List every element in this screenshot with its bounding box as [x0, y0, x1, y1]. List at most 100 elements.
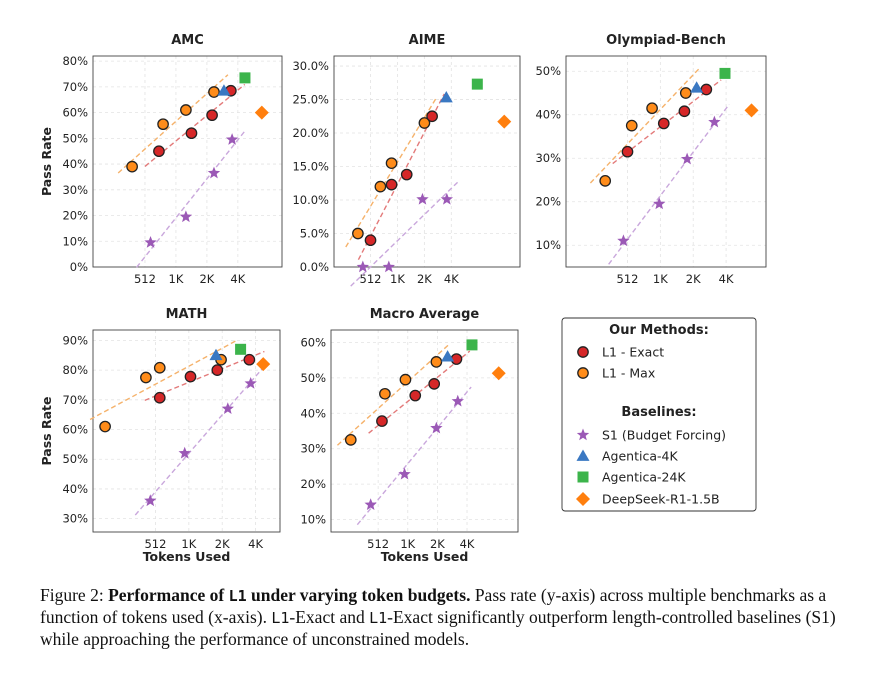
y-tick-label: 30.0% [292, 59, 329, 73]
point-l1-exact [243, 353, 256, 366]
y-tick-label: 50% [300, 371, 326, 385]
y-tick-label: 50% [62, 452, 88, 466]
point-l1-exact [426, 110, 438, 123]
chart-title: AMC [171, 33, 204, 48]
figure-caption: Figure 2: Performance of L1 under varyin… [40, 585, 840, 650]
point-l1-exact [385, 178, 398, 191]
trend-line-s1-budget-forcing [356, 386, 472, 526]
y-tick-label: 70% [62, 80, 88, 94]
point-deepseek-r1-1-5b [497, 114, 512, 129]
y-axis-label: Pass Rate [39, 396, 54, 465]
point-s1-budget-forcing [416, 192, 429, 205]
y-tick-label: 0.0% [300, 260, 329, 274]
caption-title-code: L1 [228, 587, 247, 605]
point-l1-exact [450, 353, 463, 365]
point-agentica-24k [239, 72, 251, 84]
point-deepseek-r1-1-5b [744, 103, 759, 118]
point-l1-max [399, 373, 412, 386]
y-tick-label: 70% [62, 393, 88, 407]
trend-line-s1-budget-forcing [608, 103, 730, 265]
legend-label-deepseek-r1-1-5b: DeepSeek-R1-1.5B [602, 492, 720, 507]
y-tick-label: 30% [535, 151, 561, 165]
x-tick-label: 4K [460, 537, 475, 551]
point-s1-budget-forcing [225, 133, 239, 145]
point-l1-max [157, 118, 169, 131]
x-tick-label: 512 [360, 272, 382, 286]
legend-our-methods-title: Our Methods: [609, 323, 709, 338]
y-tick-label: 60% [300, 335, 326, 349]
y-tick-label: 60% [62, 106, 88, 120]
x-tick-label: 1K [653, 272, 668, 286]
point-l1-max [208, 86, 220, 98]
point-s1-budget-forcing [364, 498, 377, 510]
legend-box [561, 317, 757, 512]
point-l1-max [140, 371, 152, 384]
point-l1-max [153, 361, 166, 374]
caption-code-1: L1 [271, 609, 290, 627]
point-l1-max [625, 119, 638, 132]
caption-text-3: -Exact significantly outperform length-c… [40, 607, 836, 649]
caption-title-pre: Performance of [108, 585, 229, 605]
point-l1-exact [657, 117, 670, 130]
chart-title: AIME [409, 33, 446, 48]
point-deepseek-r1-1-5b [491, 366, 506, 381]
point-s1-budget-forcing [178, 446, 191, 459]
legend-label-agentica-24k: Agentica-24K [602, 470, 686, 485]
y-tick-label: 50% [535, 64, 561, 78]
trend-line-l1-max [336, 343, 451, 446]
point-deepseek-r1-1-5b [256, 357, 271, 372]
chart-olympiad-bench: Olympiad-Bench 10% 20% 30% 40% 50% 512 1K 2K 4K [535, 33, 767, 286]
point-l1-max [679, 87, 692, 99]
y-tick-label: 15.0% [292, 160, 329, 174]
legend-marker-agentica-24k [577, 471, 589, 483]
y-tick-label: 20% [62, 209, 88, 223]
y-tick-label: 30% [62, 183, 88, 197]
x-tick-label: 2K [215, 537, 230, 551]
y-tick-label: 10% [62, 234, 88, 248]
trend-line-l1-max [89, 340, 237, 421]
chart-math: MATH 30% 40% 50% 60% 70% 80% 90% 512 1K 2K 4K Pass R… [39, 307, 281, 564]
y-tick-label: 90% [62, 333, 88, 347]
y-tick-label: 80% [62, 54, 88, 68]
legend-marker-agentica-4k [576, 449, 590, 461]
caption-text-2: -Exact and [289, 607, 370, 627]
point-s1-budget-forcing [430, 421, 443, 434]
trend-line-l1-max [589, 66, 702, 184]
point-l1-exact [376, 415, 388, 427]
point-agentica-24k [235, 343, 247, 355]
point-s1-budget-forcing [653, 197, 666, 210]
y-tick-label: 20% [535, 195, 561, 209]
x-axis-label: Tokens Used [143, 549, 231, 564]
point-s1-budget-forcing [440, 192, 454, 205]
y-tick-label: 10% [535, 238, 561, 252]
point-l1-exact [621, 145, 634, 158]
legend-label-l1-exact: L1 - Exact [602, 345, 664, 360]
caption-label: Figure 2: [40, 585, 104, 605]
y-tick-label: 30% [62, 512, 88, 526]
y-tick-label: 40% [535, 108, 561, 122]
point-l1-exact [409, 389, 422, 402]
x-tick-label: 512 [367, 537, 389, 551]
point-l1-exact [211, 364, 224, 376]
x-tick-label: 2K [686, 272, 701, 286]
point-l1-max [352, 227, 364, 240]
x-tick-label: 4K [719, 272, 734, 286]
chart-title: Macro Average [370, 307, 480, 322]
x-tick-label: 4K [230, 272, 245, 286]
y-tick-label: 40% [300, 406, 326, 420]
y-tick-label: 10.0% [292, 193, 329, 207]
point-l1-max [344, 434, 357, 446]
legend-marker-l1-exact [577, 346, 589, 358]
caption-title-post: under varying token budgets. [246, 585, 471, 605]
y-tick-label: 20.0% [292, 126, 329, 140]
x-tick-label: 1K [169, 272, 184, 286]
x-tick-label: 1K [181, 537, 196, 551]
plot-frame [333, 55, 521, 268]
point-l1-exact [185, 127, 198, 140]
point-s1-budget-forcing [398, 467, 411, 480]
y-tick-label: 50% [62, 131, 88, 145]
x-tick-label: 2K [199, 272, 214, 286]
point-l1-exact [678, 105, 691, 118]
point-s1-budget-forcing [617, 234, 630, 247]
